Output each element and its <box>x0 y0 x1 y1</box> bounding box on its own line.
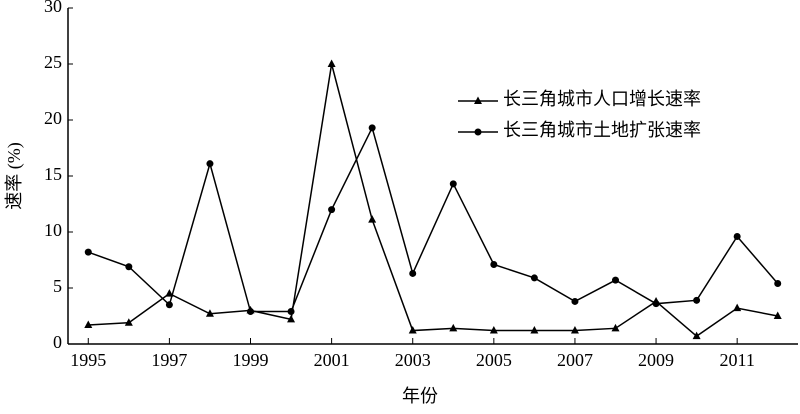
point <box>287 308 295 316</box>
legend-label: 长三角城市土地扩张速率 <box>503 120 701 140</box>
y-tick-label: 0 <box>53 332 62 352</box>
point <box>408 326 417 334</box>
point <box>165 289 174 297</box>
point <box>692 331 701 340</box>
point <box>206 160 214 168</box>
y-tick-label: 20 <box>44 108 62 128</box>
y-tick-label: 15 <box>44 164 62 184</box>
x-axis-label: 年份 <box>402 386 438 406</box>
y-tick-label: 25 <box>44 52 62 72</box>
point <box>205 309 214 317</box>
x-tick-label: 1999 <box>233 350 269 370</box>
point <box>125 263 133 271</box>
point <box>570 326 579 334</box>
point <box>652 300 660 308</box>
series-line <box>88 125 779 313</box>
point <box>449 323 458 332</box>
y-axis-label: 速率 (%) <box>4 142 25 209</box>
x-tick-label: 2009 <box>638 350 674 370</box>
legend-label: 长三角城市人口增长速率 <box>503 89 701 109</box>
point <box>84 248 92 256</box>
point <box>489 326 498 334</box>
point <box>530 274 538 282</box>
point <box>165 301 173 309</box>
point <box>84 320 93 328</box>
x-tick-label: 2003 <box>395 350 431 370</box>
y-tick-label: 30 <box>44 0 62 16</box>
point <box>774 280 782 288</box>
point <box>612 276 619 284</box>
point <box>368 124 376 132</box>
series-line <box>88 63 778 338</box>
point <box>368 215 377 223</box>
point <box>571 297 579 305</box>
point <box>693 296 701 304</box>
point <box>733 232 741 240</box>
point <box>409 269 417 277</box>
point <box>490 260 498 268</box>
point <box>773 311 782 319</box>
x-tick-label: 2005 <box>476 350 512 370</box>
x-tick-label: 2001 <box>314 350 350 370</box>
legend-marker <box>474 128 482 136</box>
x-tick-label: 1995 <box>70 350 106 370</box>
point <box>124 318 133 326</box>
point <box>449 180 457 188</box>
x-tick-label: 1997 <box>151 350 187 370</box>
point <box>327 59 336 67</box>
y-tick-label: 10 <box>44 220 62 240</box>
y-tick-label: 5 <box>53 276 62 296</box>
point <box>328 206 336 214</box>
point <box>247 308 254 316</box>
point <box>733 303 742 312</box>
x-tick-label: 2007 <box>557 350 593 370</box>
legend-marker <box>474 96 482 104</box>
point <box>611 323 620 332</box>
point <box>530 326 539 334</box>
point <box>287 314 296 323</box>
x-tick-label: 2011 <box>719 350 754 370</box>
